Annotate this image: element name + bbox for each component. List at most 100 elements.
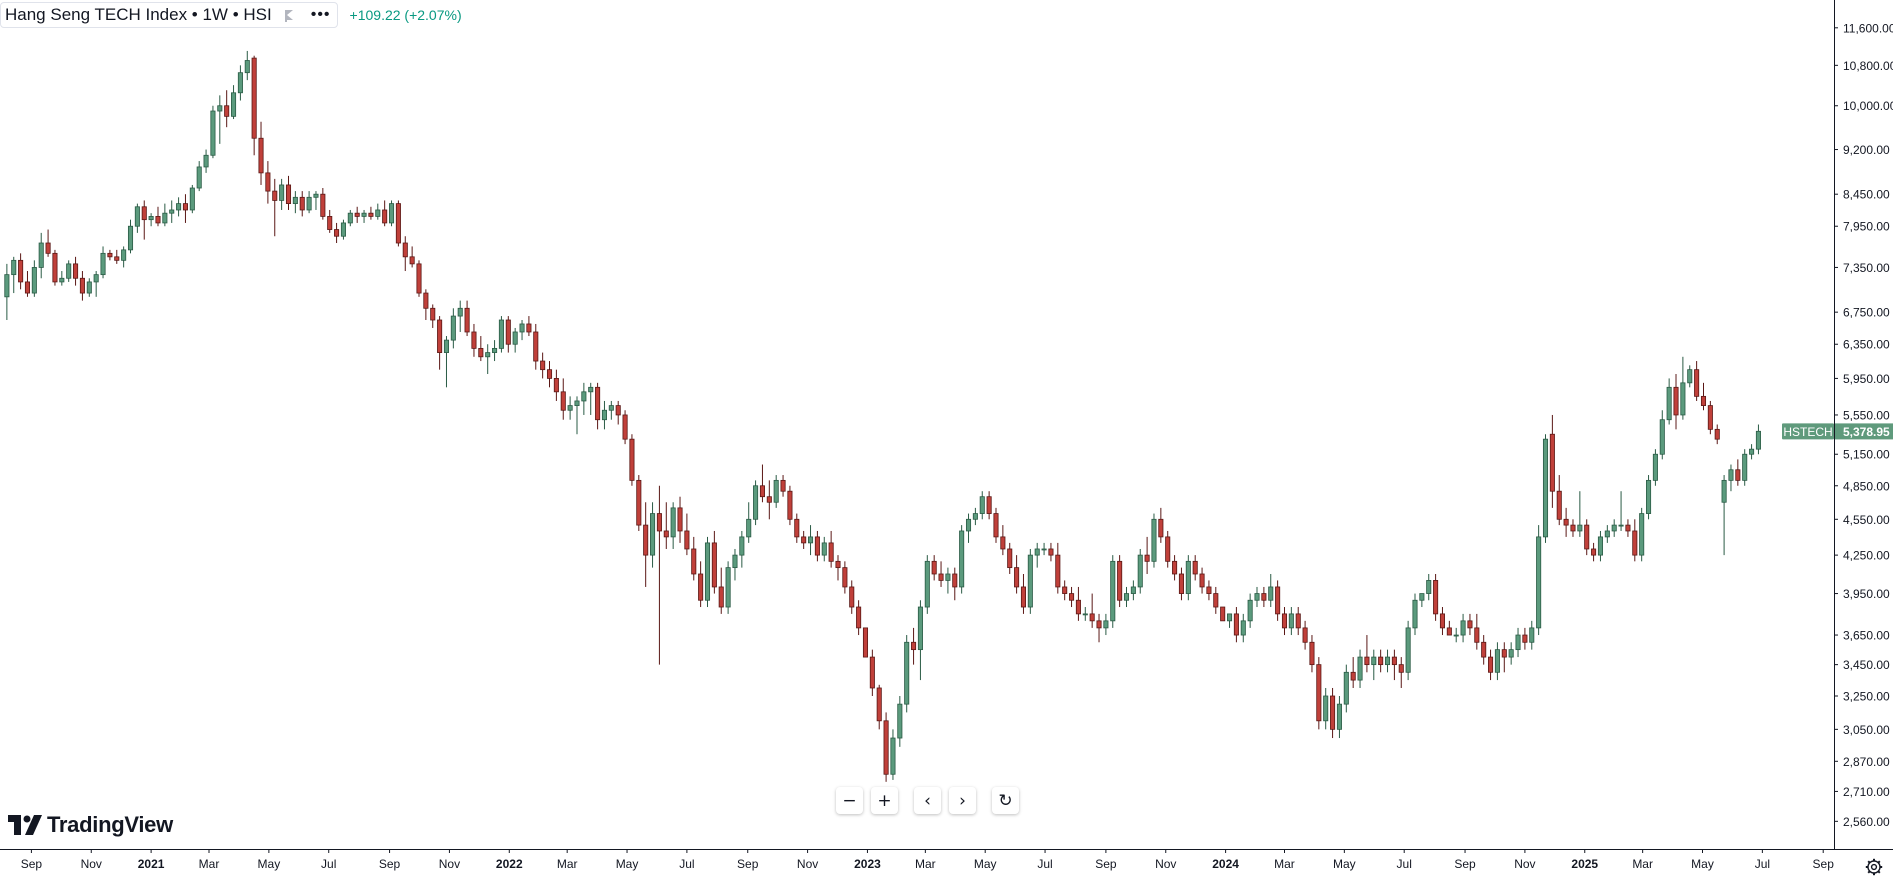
candle-body	[66, 263, 72, 279]
candle	[1384, 649, 1391, 673]
candle-body	[759, 485, 765, 498]
candle-body	[698, 573, 704, 601]
candle-body	[1714, 428, 1720, 440]
candle	[869, 649, 875, 696]
candle-body	[1364, 656, 1370, 666]
candle	[1584, 519, 1590, 556]
candle	[18, 253, 24, 290]
candle-body	[505, 319, 511, 345]
candle-body	[1666, 386, 1672, 421]
candle	[780, 475, 786, 497]
candle-body	[608, 405, 614, 411]
candle	[127, 219, 134, 254]
last-price-label: 5,378.95	[1843, 425, 1890, 439]
price-tick-label: 5,950.00	[1843, 372, 1890, 386]
candle-body	[471, 331, 477, 349]
candle-body	[1295, 613, 1301, 629]
candle	[759, 464, 765, 503]
candle	[595, 382, 601, 430]
time-tick-label: May	[1333, 857, 1356, 871]
candle-body	[1343, 671, 1349, 705]
candle	[1488, 649, 1494, 681]
symbol-legend-box[interactable]: Hang Seng TECH Index • 1W • HSI •••	[0, 2, 338, 28]
candle-body	[677, 507, 683, 532]
candle-body	[1481, 641, 1487, 658]
time-tick-label: Sep	[21, 857, 43, 871]
price-tick-label: 8,450.00	[1843, 188, 1890, 202]
price-tick-label: 3,450.00	[1843, 658, 1890, 672]
candle	[684, 513, 690, 556]
candle-body	[1103, 620, 1109, 629]
candle	[402, 236, 408, 272]
candle	[643, 502, 649, 587]
candle	[1336, 695, 1342, 739]
candle	[1165, 530, 1171, 568]
candle	[395, 200, 401, 247]
candle-body	[121, 249, 127, 261]
candle-body	[313, 193, 319, 198]
candle	[1735, 459, 1741, 486]
candle	[100, 246, 106, 279]
candle-body	[251, 57, 257, 139]
candle-body	[18, 259, 24, 283]
zoom-out-button[interactable]: −	[836, 787, 863, 814]
candle	[313, 191, 319, 210]
candle	[340, 219, 346, 240]
candle	[1034, 542, 1040, 568]
candle	[155, 206, 161, 227]
more-dots-icon[interactable]: •••	[310, 6, 331, 23]
flag-icon[interactable]	[284, 9, 297, 22]
candle	[59, 271, 65, 286]
scroll-right-button[interactable]: ›	[949, 787, 976, 814]
gear-icon[interactable]	[1865, 858, 1883, 876]
candle-body	[1075, 599, 1081, 615]
symbol-title[interactable]: Hang Seng TECH Index • 1W • HSI	[5, 5, 272, 24]
candle	[972, 507, 978, 526]
candle-body	[1178, 573, 1184, 594]
time-tick-label: Mar	[1274, 857, 1295, 871]
candle-body	[1549, 433, 1555, 492]
candle-body	[416, 263, 422, 294]
candle	[608, 400, 614, 420]
candle	[1350, 657, 1356, 688]
candle-body	[952, 573, 958, 588]
candle-body	[931, 560, 937, 575]
tradingview-logo[interactable]: TradingView	[8, 812, 173, 838]
candle	[718, 567, 724, 614]
candle	[1316, 657, 1322, 730]
candle	[1700, 382, 1707, 411]
candle-body	[650, 513, 656, 556]
candle	[890, 729, 896, 780]
candle	[725, 561, 731, 614]
symbol-legend[interactable]: Hang Seng TECH Index • 1W • HSI ••• +109…	[0, 2, 462, 28]
candle-body	[1673, 386, 1679, 416]
time-tick-label: Nov	[1514, 857, 1535, 871]
candle-body	[1700, 395, 1707, 406]
scroll-left-button[interactable]: ‹	[914, 787, 941, 814]
candle	[320, 188, 326, 220]
candle	[375, 203, 381, 220]
candle-body	[1330, 695, 1336, 730]
zoom-in-button[interactable]: +	[871, 787, 898, 814]
candle	[917, 600, 923, 681]
candle-body	[739, 536, 745, 556]
candle-body	[1000, 536, 1006, 550]
candle-body	[1165, 536, 1171, 562]
candle	[114, 249, 120, 264]
candle	[327, 209, 333, 233]
candle	[1199, 567, 1205, 594]
candle	[45, 229, 51, 257]
candle	[141, 200, 147, 240]
candle	[1570, 519, 1576, 537]
candle-body	[196, 166, 202, 189]
candle-body	[169, 209, 175, 214]
time-tick-label: Sep	[1095, 857, 1117, 871]
candle	[1453, 627, 1459, 643]
candle	[1618, 491, 1624, 531]
candle-body	[1618, 524, 1624, 527]
reset-chart-button[interactable]: ↻	[992, 787, 1019, 814]
candle	[1172, 555, 1178, 581]
candle-body	[1384, 656, 1391, 666]
